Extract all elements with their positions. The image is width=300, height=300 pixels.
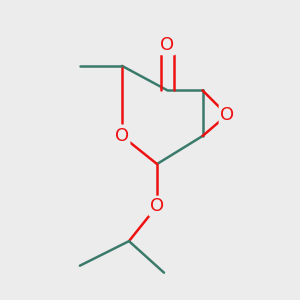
Text: O: O bbox=[150, 197, 164, 215]
Text: O: O bbox=[115, 127, 129, 145]
Text: O: O bbox=[220, 106, 234, 124]
Text: O: O bbox=[160, 36, 175, 54]
